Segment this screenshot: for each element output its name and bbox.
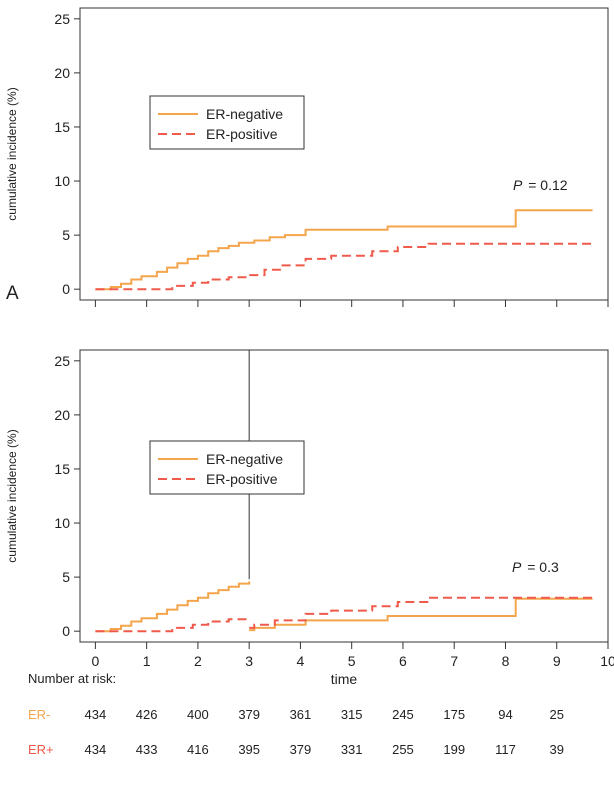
p-value-annotation: P = 0.3 [512,559,559,575]
legend-label-er-negative: ER-negative [206,106,283,122]
legend-box [149,95,305,150]
series-group [95,581,593,633]
y-tick-label: 0 [62,281,70,297]
y-tick-label: 15 [54,119,70,135]
risk-value: 315 [341,707,363,722]
legend-label-er-positive: ER-positive [206,126,278,142]
risk-value: 416 [187,742,209,757]
x-tick-label: 9 [553,653,561,669]
risk-value: 117 [495,742,516,757]
y-tick-label: 5 [62,569,70,585]
y-tick-label: 15 [54,461,70,477]
p-value: = 0.12 [528,177,568,193]
y-ticks: 0 5 10 15 20 25 [54,353,80,639]
risk-value: 434 [85,742,107,757]
x-ticks [94,300,609,307]
risk-value: 426 [136,707,158,722]
series-line-er-negative [95,581,251,633]
series-line-er-positive [249,596,593,629]
legend: ER-negative ER-positive [149,440,305,495]
p-label: P [512,559,522,575]
legend-label-er-positive: ER-positive [206,471,278,487]
risk-table: Number at risk: ER- 434 426 400 379 361 315 245… [28,671,564,757]
risk-value: 255 [392,742,414,757]
risk-value: 379 [238,707,260,722]
x-tick-label: 1 [143,653,151,669]
risk-value: 175 [443,707,465,722]
series-line-er-negative [95,209,593,291]
legend: ER-negative ER-positive [149,95,305,150]
series-line-er-positive [95,617,251,633]
x-tick-label: 7 [450,653,458,669]
panel-letter-a: A [6,283,19,304]
risk-row-label: ER- [28,707,50,722]
risk-value: 395 [238,742,260,757]
risk-value: 361 [290,707,312,722]
x-tick-label: 6 [399,653,407,669]
risk-value: 94 [498,707,512,722]
y-ticks: 0 5 10 15 20 25 [54,11,80,297]
y-tick-label: 25 [54,353,70,369]
series-line-er-positive [95,242,593,291]
x-axis-label: time [331,671,358,687]
risk-value: 39 [550,742,564,757]
legend-box [149,440,305,495]
y-tick-label: 10 [54,515,70,531]
plot-frame [79,7,609,301]
risk-table-title: Number at risk: [28,671,116,686]
y-tick-label: 0 [62,623,70,639]
panel-b: cumulative incidence (%) 0 5 10 15 20 25 0 1 2 3… [5,349,614,687]
y-axis-label: cumulative incidence (%) [5,429,19,562]
risk-value: 199 [443,742,465,757]
series-group [95,209,593,291]
y-tick-label: 5 [62,227,70,243]
x-tick-label: 5 [348,653,356,669]
plot-frame [79,349,609,643]
risk-value: 331 [341,742,363,757]
x-tick-label: 2 [194,653,202,669]
risk-row-label: ER+ [28,742,54,757]
x-tick-label: 4 [297,653,305,669]
x-ticks: 0 1 2 3 4 5 6 7 8 9 10 [91,642,614,669]
risk-value: 379 [290,742,312,757]
series-line-er-negative [249,597,593,632]
y-tick-label: 20 [54,65,70,81]
p-value-annotation: P = 0.12 [513,177,568,193]
x-tick-label: 3 [245,653,253,669]
risk-value: 25 [550,707,564,722]
x-tick-label: 10 [600,653,614,669]
y-tick-label: 20 [54,407,70,423]
y-axis-label: cumulative incidence (%) [5,87,19,220]
risk-value: 434 [85,707,107,722]
x-tick-label: 0 [91,653,99,669]
risk-value: 245 [392,707,414,722]
p-value: = 0.3 [527,559,559,575]
p-label: P [513,177,523,193]
panel-a: cumulative incidence (%) 0 5 10 15 20 25 A ER… [5,7,609,307]
y-tick-label: 10 [54,173,70,189]
risk-value: 433 [136,742,158,757]
risk-rows: ER- 434 426 400 379 361 315 245 175 94 25 ER+ 434 433… [28,707,564,757]
risk-value: 400 [187,707,209,722]
y-tick-label: 25 [54,11,70,27]
legend-label-er-negative: ER-negative [206,451,283,467]
x-tick-label: 8 [502,653,510,669]
